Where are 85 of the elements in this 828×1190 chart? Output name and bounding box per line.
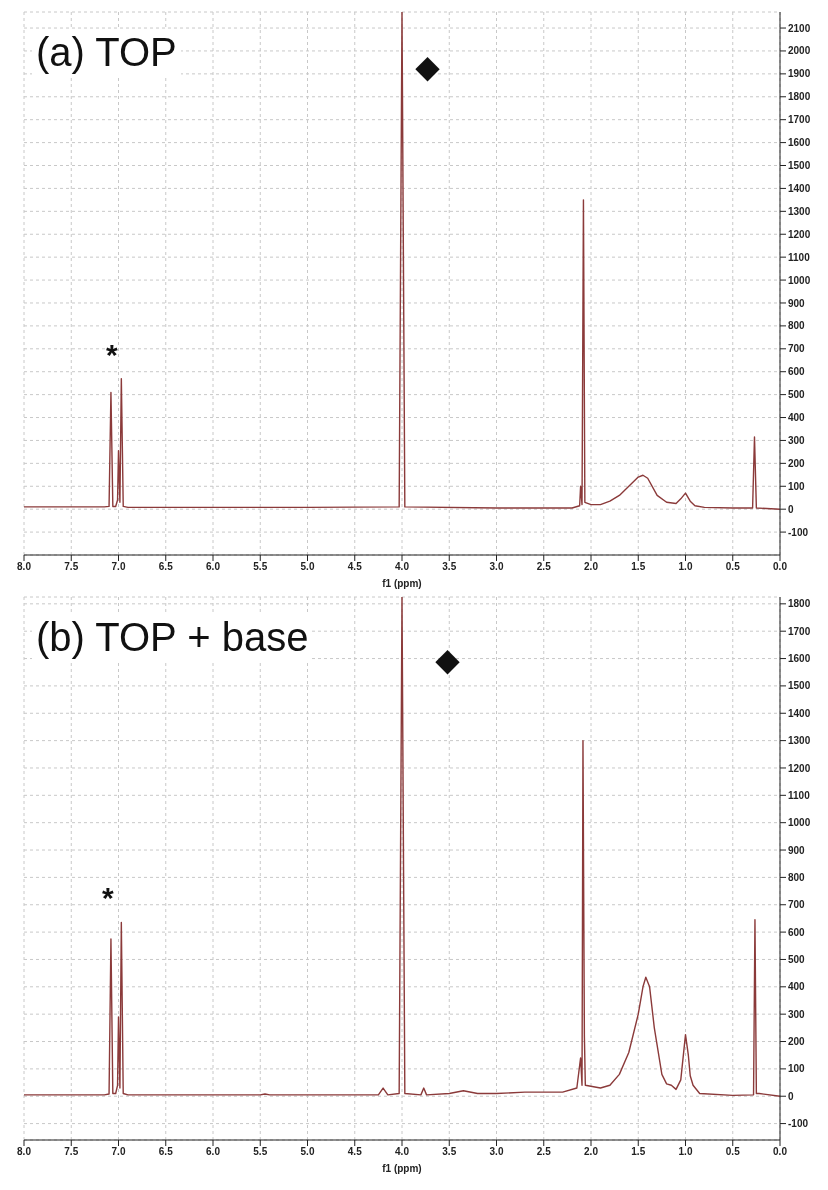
x-tick-label: 7.0 <box>111 1146 126 1158</box>
y-tick-label: 900 <box>788 844 806 856</box>
y-tick-label: 200 <box>788 457 806 469</box>
x-tick-label: 6.0 <box>206 1146 221 1158</box>
y-tick-label: 1700 <box>788 114 811 126</box>
x-tick-label: 2.0 <box>584 1146 599 1158</box>
y-tick-label: 1200 <box>788 762 811 774</box>
y-tick-label: 700 <box>788 343 806 355</box>
y-tick-label: 400 <box>788 981 806 993</box>
annotation: * <box>106 338 118 371</box>
y-tick-label: 1500 <box>788 680 811 692</box>
y-tick-label: 1100 <box>788 789 811 801</box>
x-tick-label: 1.0 <box>678 561 693 573</box>
y-tick-label: 1300 <box>788 205 811 217</box>
x-tick-label: 4.0 <box>395 1146 410 1158</box>
x-tick-label: 0.5 <box>725 1146 741 1158</box>
y-tick-label: 800 <box>788 320 806 332</box>
y-tick-label: 1800 <box>788 598 811 610</box>
y-tick-label: 600 <box>788 366 806 378</box>
y-tick-label: 1400 <box>788 182 811 194</box>
y-tick-label: 200 <box>788 1036 806 1048</box>
y-tick-label: 0 <box>788 503 794 515</box>
y-tick-label: 2100 <box>788 22 811 34</box>
annotation: ◆ <box>436 643 459 676</box>
x-tick-label: 4.0 <box>395 561 410 573</box>
x-tick-label: 7.5 <box>64 1146 79 1158</box>
y-tick-label: 1600 <box>788 653 811 665</box>
y-tick-label: 1400 <box>788 707 811 719</box>
x-tick-label: 1.0 <box>678 1146 693 1158</box>
y-tick-label: 500 <box>788 954 806 966</box>
x-tick-label: 5.0 <box>300 1146 315 1158</box>
x-tick-label: 4.5 <box>347 561 363 573</box>
y-tick-label: 1200 <box>788 228 811 240</box>
x-tick-label: 6.5 <box>158 1146 174 1158</box>
x-tick-label: 5.5 <box>253 561 268 573</box>
annotation: ◆ <box>416 50 439 83</box>
x-tick-label: 2.5 <box>536 561 552 573</box>
y-tick-label: 1300 <box>788 735 811 747</box>
y-tick-label: 1000 <box>788 274 811 286</box>
x-tick-label: 3.5 <box>442 561 457 573</box>
y-tick-label: 1000 <box>788 817 811 829</box>
x-tick-label: 4.5 <box>347 1146 363 1158</box>
y-tick-label: 300 <box>788 1008 806 1020</box>
y-tick-label: 100 <box>788 1063 806 1075</box>
y-tick-label: 1900 <box>788 68 811 80</box>
x-tick-label: 3.5 <box>442 1146 457 1158</box>
y-tick-label: 300 <box>788 434 806 446</box>
x-tick-label: 0.0 <box>773 1146 788 1158</box>
y-tick-label: 0 <box>788 1090 794 1102</box>
text: (b) TOP + base <box>32 615 313 660</box>
y-tick-label: 900 <box>788 297 806 309</box>
x-tick-label: 7.5 <box>64 561 79 573</box>
y-tick-label: 1800 <box>788 91 811 103</box>
y-tick-label: 800 <box>788 871 806 883</box>
y-tick-label: 1600 <box>788 137 811 149</box>
y-tick-label: 1100 <box>788 251 811 263</box>
x-tick-label: 0.5 <box>725 561 741 573</box>
x-tick-label: 2.0 <box>584 561 599 573</box>
y-tick-label: 100 <box>788 480 806 492</box>
x-tick-label: 2.5 <box>536 1146 552 1158</box>
y-tick-label: 2000 <box>788 45 811 57</box>
text: (a) TOP <box>32 30 181 75</box>
x-tick-label: 7.0 <box>111 561 126 573</box>
y-tick-label: 700 <box>788 899 806 911</box>
y-tick-label: 500 <box>788 389 806 401</box>
x-tick-label: 3.0 <box>489 561 504 573</box>
x-tick-label: 6.0 <box>206 561 221 573</box>
annotation: * <box>102 881 114 914</box>
x-tick-label: 6.5 <box>158 561 174 573</box>
x-tick-label: 1.5 <box>631 561 646 573</box>
x-tick-label: 5.0 <box>300 561 315 573</box>
x-tick-label: 5.5 <box>253 1146 268 1158</box>
x-tick-label: 8.0 <box>17 1146 32 1158</box>
y-tick-label: -100 <box>788 1118 809 1130</box>
y-tick-label: 1700 <box>788 625 811 637</box>
x-tick-label: 8.0 <box>17 561 32 573</box>
y-tick-label: 400 <box>788 412 806 424</box>
y-tick-label: -100 <box>788 526 809 538</box>
x-axis-title: f1 (ppm) <box>382 1163 422 1174</box>
x-axis-title: f1 (ppm) <box>382 578 422 589</box>
y-tick-label: 1500 <box>788 160 811 172</box>
x-tick-label: 3.0 <box>489 1146 504 1158</box>
x-tick-label: 0.0 <box>773 561 788 573</box>
x-tick-label: 1.5 <box>631 1146 646 1158</box>
y-tick-label: 600 <box>788 926 806 938</box>
